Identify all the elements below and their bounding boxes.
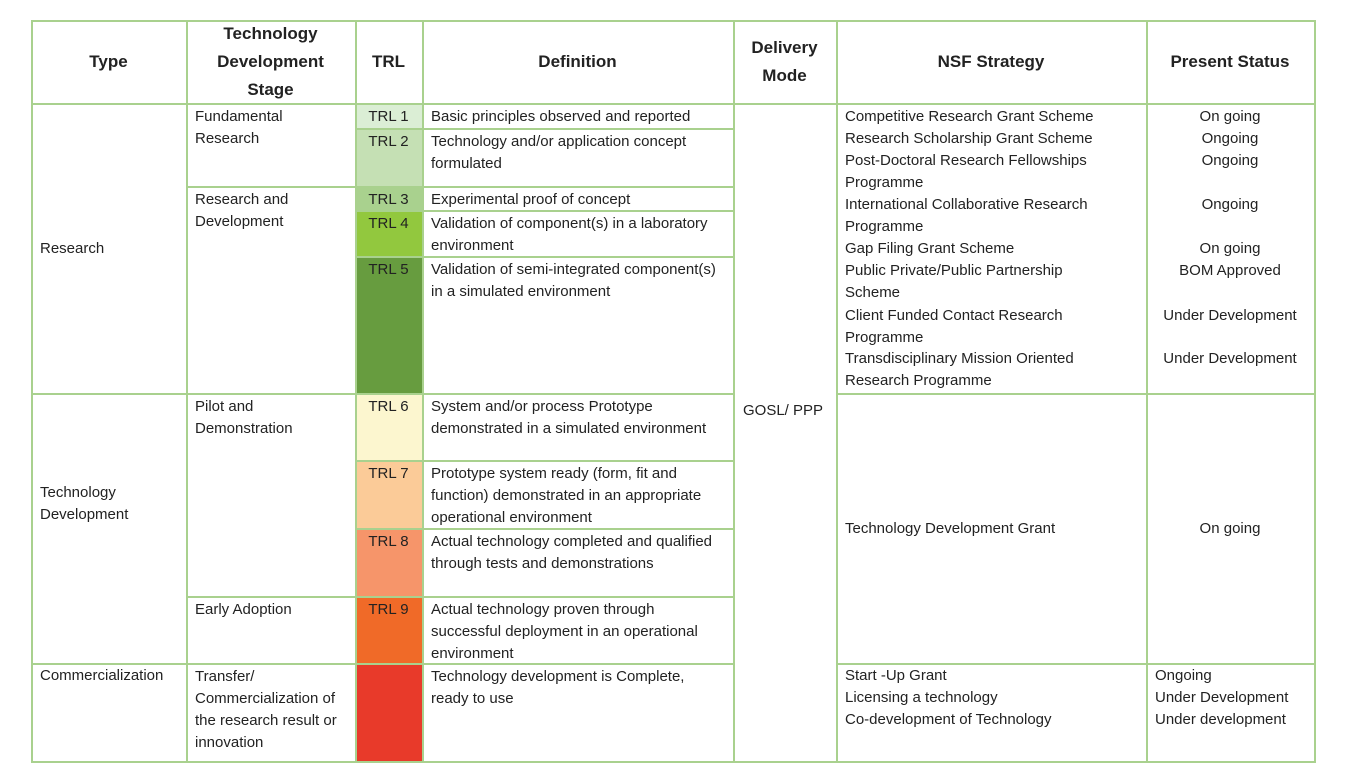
column-header: Technology Development Stage [217,23,324,99]
definition-text: Technology development is Complete, read… [431,668,685,707]
trl-label: TRL 3 [368,191,409,208]
column-header: Delivery Mode [751,37,818,85]
stage-label: Transfer/ Commercialization of the resea… [195,668,337,751]
delivery-mode: GOSL/ PPP [743,402,824,419]
trl-label: TRL 7 [368,465,409,482]
column-header: TRL [371,51,406,71]
status-text: Ongoing [1201,152,1259,169]
strategy-name: Client Funded Contact Research Programme [845,307,1063,346]
status-text: Under Development [1163,307,1297,324]
strategy-name: Technology Development Grant [845,520,1056,537]
definition-text: System and/or process Prototype demonstr… [431,398,707,437]
strategy-name: Gap Filing Grant Scheme [845,240,1015,257]
definition-text: Actual technology completed and qualifie… [431,533,713,572]
column-header: NSF Strategy [937,51,1045,71]
definition-text: Actual technology proven through success… [431,601,698,662]
stage-label: Research and Development [195,191,289,230]
strategy-name: Start -Up Grant [845,667,947,684]
definition-text: Prototype system ready (form, fit and fu… [431,465,702,526]
status-text: Ongoing [1201,130,1259,147]
trl-label: TRL 6 [368,398,409,415]
strategy-name: International Collaborative Research Pro… [845,196,1088,235]
strategy-name: Research Scholarship Grant Scheme [845,130,1093,147]
strategy-name: Licensing a technology [845,689,998,706]
strategy-name: Co-development of Technology [845,711,1052,728]
status-text: On going [1199,108,1261,125]
status-text: Ongoing [1155,667,1212,684]
trl-label: TRL 8 [368,533,409,550]
definition-text: Validation of component(s) in a laborato… [431,215,708,254]
strategy-name: Public Private/Public Partnership Scheme [845,262,1063,301]
trl-label: TRL 2 [368,133,409,150]
type-label: Research [40,240,105,257]
stage-label: Pilot and Demonstration [195,398,293,437]
status-text: BOM Approved [1179,262,1281,279]
stage-label: Fundamental Research [195,108,283,147]
definition-text: Experimental proof of concept [431,191,631,208]
type-cell [31,393,188,665]
trl-cell [355,393,424,462]
strategy-name: Transdisciplinary Mission Oriented Resea… [845,350,1074,389]
status-text: Under Development [1163,350,1297,367]
type-label: Commercialization [40,667,164,684]
trl-cell [355,663,424,763]
column-header: Definition [538,51,617,71]
column-header: Present Status [1170,51,1290,71]
status-text: On going [1199,520,1261,537]
trl-cell [355,128,424,188]
stage-label: Early Adoption [195,601,292,618]
definition-text: Technology and/or application concept fo… [431,133,687,172]
status-cell [1146,663,1316,763]
strategy-name: Post-Doctoral Research Fellowships Progr… [845,152,1087,191]
strategy-name: Competitive Research Grant Scheme [845,108,1094,125]
trl-label: TRL 9 [368,601,409,618]
status-text: On going [1199,240,1261,257]
trl-label: TRL 5 [368,261,409,278]
definition-text: Validation of semi-integrated component(… [431,261,716,300]
trl-label: TRL 4 [368,215,409,232]
definition-text: Basic principles observed and reported [431,108,691,125]
status-text: Ongoing [1201,196,1259,213]
status-text: Under Development [1155,689,1289,706]
type-label: Technology Development [40,484,129,523]
status-text: Under development [1155,711,1286,728]
column-header: Type [89,51,128,71]
delivery-cell [733,103,838,763]
trl-label: TRL 1 [368,108,409,125]
